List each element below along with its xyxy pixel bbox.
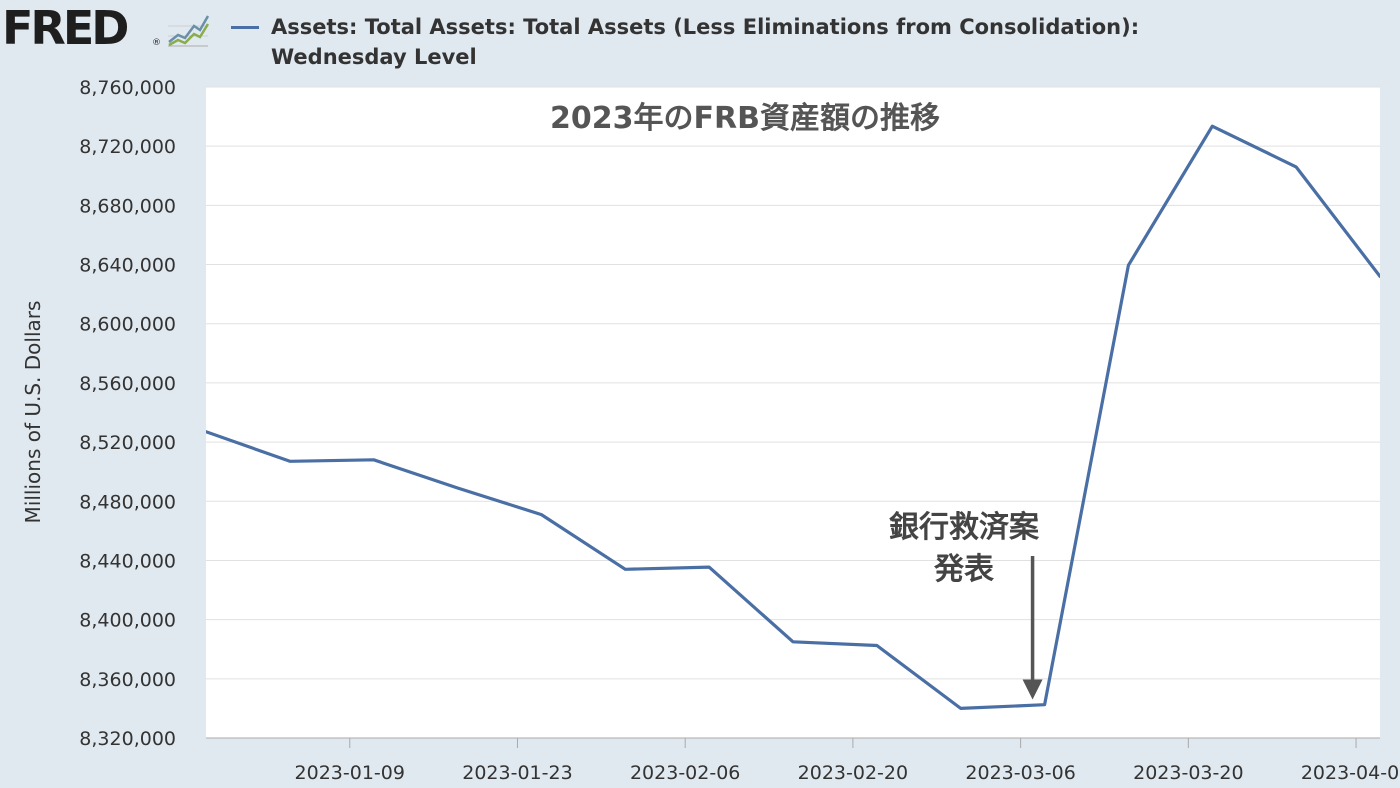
y-tick-label: 8,640,000 [79, 255, 176, 277]
legend-swatch [231, 26, 259, 29]
fred-logo[interactable]: FRED [2, 0, 129, 56]
y-tick-label: 8,680,000 [79, 195, 176, 217]
y-tick-label: 8,320,000 [79, 728, 176, 750]
x-tick-label: 2023-03-20 [1133, 762, 1243, 784]
x-tick-label: 2023-02-20 [798, 762, 908, 784]
x-tick-label: 2023-01-23 [462, 762, 572, 784]
fred-logo-text: FRED [2, 1, 129, 55]
series-line [206, 124, 1380, 711]
registered-mark: ® [152, 38, 161, 48]
y-tick-label: 8,440,000 [79, 550, 176, 572]
y-tick-label: 8,360,000 [79, 669, 176, 691]
mini-chart-icon [166, 8, 210, 48]
y-tick-label: 8,720,000 [79, 136, 176, 158]
y-tick-label: 8,560,000 [79, 373, 176, 395]
x-tick-label: 2023-02-06 [630, 762, 740, 784]
legend-label: Assets: Total Assets: Total Assets (Less… [271, 12, 1271, 72]
annotation-text: 発表 [933, 552, 994, 587]
y-tick-label: 8,760,000 [79, 77, 176, 99]
chart-title: 2023年のFRB資産額の推移 [550, 101, 940, 136]
legend-line-1: Assets: Total Assets: Total Assets (Less… [271, 15, 1140, 39]
x-tick-label: 2023-03-06 [965, 762, 1075, 784]
plot-area [206, 87, 1380, 738]
y-tick-label: 8,520,000 [79, 432, 176, 454]
annotation-arrowhead [1022, 679, 1043, 700]
legend-line-2: Wednesday Level [271, 45, 477, 69]
y-tick-label: 8,480,000 [79, 491, 176, 513]
y-tick-label: 8,400,000 [79, 610, 176, 632]
x-tick-label: 2023-01-09 [295, 762, 405, 784]
y-axis-label: Millions of U.S. Dollars [21, 301, 45, 524]
x-tick-label: 2023-04-03 [1301, 762, 1400, 784]
y-tick-label: 8,600,000 [79, 314, 176, 336]
annotation-text: 銀行救済案 [889, 510, 1040, 545]
